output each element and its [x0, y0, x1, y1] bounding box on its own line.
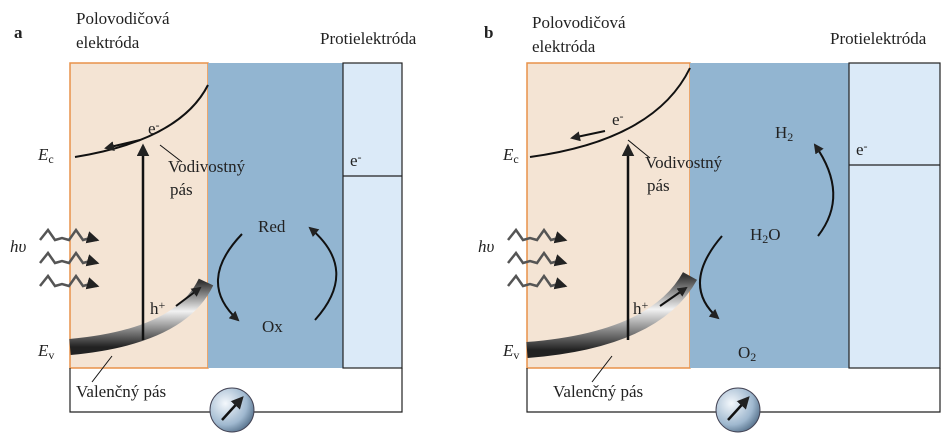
conduction-band-label: Vodivostný	[645, 153, 723, 172]
semiconductor-region	[69, 62, 209, 369]
ec-label: Ec	[502, 145, 519, 166]
semiconductor-label: Polovodičová	[76, 9, 170, 28]
species-label-base: Ox	[262, 317, 283, 336]
light-label: hυ	[10, 237, 27, 256]
conduction-band	[74, 84, 209, 158]
leader	[591, 355, 613, 383]
hole-label-base: h	[150, 299, 159, 318]
species-label-base: H	[775, 123, 787, 142]
hole-label: h+	[150, 298, 166, 318]
hole-arrow	[175, 286, 202, 307]
light-label: hυ	[478, 237, 495, 256]
photon-wave	[39, 250, 100, 267]
species-label: H2O	[750, 225, 781, 246]
redox-arrow	[308, 226, 338, 321]
species-label: Red	[258, 217, 286, 236]
leader	[159, 144, 183, 163]
counter-electrode	[848, 62, 941, 369]
conduction-band-label: pás	[170, 180, 193, 199]
species-label-sub: 2	[750, 350, 756, 364]
conduction-band	[529, 67, 691, 158]
electron-label: e-	[612, 109, 624, 129]
hole-label-sup: +	[642, 298, 649, 312]
hole-label-sup: +	[159, 298, 166, 312]
leader	[627, 139, 651, 159]
ec-label-base: E	[37, 145, 49, 164]
panel-label: a	[14, 23, 23, 42]
species-label-base: H	[750, 225, 762, 244]
ev-label-sub: v	[513, 348, 519, 362]
counter-electron-label-sup: -	[864, 139, 868, 153]
ev-label-sub: v	[48, 348, 54, 362]
ec-label: Ec	[37, 145, 54, 166]
semiconductor-label: elektróda	[532, 37, 596, 56]
species-label: Ox	[262, 317, 283, 336]
species-label-tail: O	[768, 225, 780, 244]
hole-label: h+	[633, 298, 649, 318]
semiconductor-region	[526, 62, 691, 369]
counter-electron-label-base: e	[856, 140, 864, 159]
counter-electron-label: e-	[350, 150, 362, 170]
photon-wave	[507, 250, 568, 267]
electron-arrow	[570, 130, 606, 142]
counter-electron-label: e-	[856, 139, 868, 159]
species-label-sub: 2	[787, 130, 793, 144]
conduction-band-label: Vodivostný	[168, 157, 246, 176]
leader	[91, 355, 113, 383]
redox-arrow	[217, 233, 243, 322]
meter-needle	[221, 396, 244, 421]
ev-label: Ev	[37, 341, 54, 362]
electron-label-sup: -	[620, 109, 624, 123]
valence-band-label: Valenčný pás	[76, 382, 166, 401]
photon-wave	[39, 227, 100, 244]
photon-wave	[507, 227, 568, 244]
species-label: O2	[738, 343, 756, 364]
photon-wave	[507, 273, 568, 290]
meter-needle	[727, 396, 750, 421]
electron-label-base: e	[612, 110, 620, 129]
semiconductor-label: Polovodičová	[532, 13, 626, 32]
counter-electrode-label: Protielektróda	[830, 29, 927, 48]
species-label-base: Red	[258, 217, 286, 236]
electron-label-base: e	[148, 119, 156, 138]
electron-label: e-	[148, 118, 160, 138]
counter-electrode-label: Protielektróda	[320, 29, 417, 48]
hole-arrow	[659, 286, 688, 307]
panel-label: b	[484, 23, 493, 42]
ev-label: Ev	[502, 341, 519, 362]
photon-wave	[39, 273, 100, 290]
ec-label-sub: c	[513, 152, 518, 166]
counter-electron-label-base: e	[350, 151, 358, 170]
redox-arrow	[698, 235, 723, 320]
semiconductor-label: elektróda	[76, 33, 140, 52]
ec-label-sub: c	[48, 152, 53, 166]
counter-electrode	[342, 62, 403, 369]
hole-label-base: h	[633, 299, 642, 318]
conduction-band-label: pás	[647, 176, 670, 195]
valence-band-label: Valenčný pás	[553, 382, 643, 401]
species-label-base: O	[738, 343, 750, 362]
ev-label-base: E	[37, 341, 49, 360]
ec-label-base: E	[502, 145, 514, 164]
ev-label-base: E	[502, 341, 514, 360]
species-label: H2	[775, 123, 793, 144]
electrolyte-region	[690, 63, 849, 368]
species-label-sub: 2	[762, 232, 768, 246]
redox-arrow	[813, 143, 835, 237]
electron-label-sup: -	[156, 118, 160, 132]
electron-arrow	[104, 139, 141, 152]
counter-electron-label-sup: -	[358, 150, 362, 164]
